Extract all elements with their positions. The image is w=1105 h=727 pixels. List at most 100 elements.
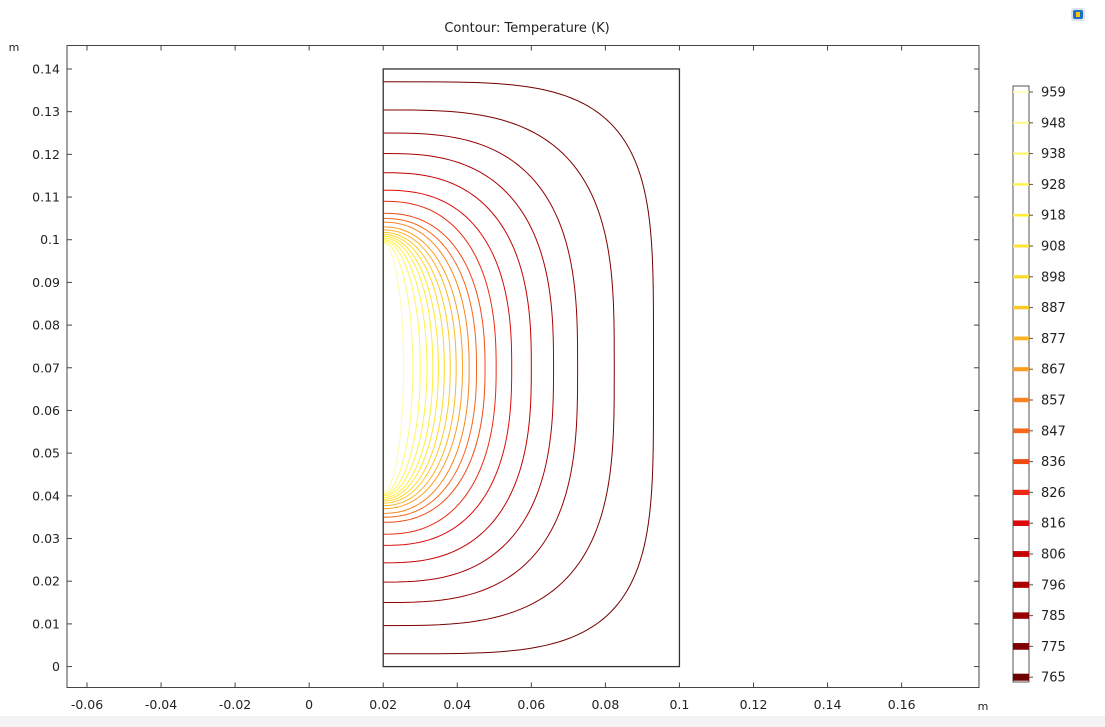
y-tick-label: 0.06: [32, 403, 60, 418]
legend-label: 775: [1041, 640, 1066, 655]
legend-swatch: [1013, 336, 1029, 341]
legend-swatch: [1013, 581, 1029, 588]
legend-swatch: [1013, 91, 1029, 93]
y-tick-label: 0.04: [32, 488, 60, 503]
legend-label: 877: [1041, 332, 1066, 347]
y-tick-label: 0.09: [32, 275, 60, 290]
y-tick-label: 0.07: [32, 360, 60, 375]
contour-line: [383, 81, 655, 655]
legend-label: 826: [1041, 486, 1066, 501]
legend-swatch: [1013, 612, 1029, 619]
contour-line: [383, 240, 421, 496]
x-tick-label: 0.1: [669, 697, 689, 712]
x-tick-label: 0.04: [443, 697, 471, 712]
contour-line: [383, 231, 451, 504]
legend-swatch: [1013, 428, 1029, 434]
x-tick-label: -0.06: [71, 697, 103, 712]
x-axis-unit: m: [978, 700, 989, 713]
legend-swatch: [1013, 551, 1029, 557]
contour-line: [383, 226, 463, 510]
legend-swatch: [1013, 121, 1029, 124]
x-tick-label: 0: [305, 697, 313, 712]
x-tick-label: 0.02: [369, 697, 397, 712]
contour-line: [383, 132, 579, 604]
legend-swatch: [1013, 367, 1029, 372]
y-tick-label: 0.08: [32, 318, 60, 333]
y-tick-label: 0: [52, 659, 60, 674]
legend-swatch: [1013, 520, 1029, 526]
y-axis: 0 0.01 0.02 0.03 0.04 0.05 0.06 0.07 0.08 0.09 0.1…: [32, 61, 979, 674]
legend-swatch: [1013, 213, 1029, 217]
app-logo-icon: [1071, 8, 1085, 21]
legend-swatch: [1013, 305, 1029, 310]
contour-line: [383, 234, 445, 502]
legend-label: 847: [1041, 424, 1066, 439]
x-tick-label: 0.06: [517, 697, 545, 712]
contour-line: [383, 189, 513, 546]
legend-label: 959: [1041, 86, 1066, 101]
x-tick-label: -0.02: [219, 697, 251, 712]
legend-box: [1012, 85, 1030, 683]
y-tick-label: 0.13: [32, 104, 60, 119]
y-tick-label: 0.05: [32, 446, 60, 461]
y-axis-unit: m: [9, 41, 20, 54]
legend-label: 836: [1041, 455, 1066, 470]
y-tick-label: 0.14: [32, 61, 60, 76]
legend-label: 806: [1041, 548, 1066, 563]
geometry-boundary: [382, 68, 681, 668]
x-tick-label: 0.12: [740, 697, 768, 712]
legend-label: 908: [1041, 240, 1066, 255]
legend-swatch: [1013, 152, 1029, 155]
y-tick-label: 0.03: [32, 531, 60, 546]
legend-swatch: [1013, 183, 1029, 186]
color-legend: 959 948 938 928 918 908 898 887 877 867 857 847 836 8…: [1012, 85, 1066, 686]
legend-label: 918: [1041, 209, 1066, 224]
contour-line: [383, 153, 555, 583]
contour-line: [383, 221, 470, 514]
legend-swatch: [1013, 244, 1029, 248]
x-tick-label: 0.16: [888, 697, 916, 712]
x-tick-label: -0.04: [145, 697, 177, 712]
y-tick-label: 0.02: [32, 574, 60, 589]
legend-swatch: [1013, 673, 1029, 681]
contour-line: [383, 243, 405, 493]
legend-swatch: [1013, 643, 1029, 650]
legend-label: 887: [1041, 301, 1066, 316]
chart-title: Contour: Temperature (K): [444, 21, 609, 36]
legend-label: 785: [1041, 609, 1066, 624]
contour-line: [383, 212, 486, 523]
x-tick-label: 0.08: [591, 697, 619, 712]
contour-line: [383, 237, 434, 499]
contour-line: [383, 235, 439, 500]
legend-label: 867: [1041, 363, 1066, 378]
legend-label: 938: [1041, 147, 1066, 162]
legend-label: 816: [1041, 517, 1066, 532]
contour-line: [383, 229, 457, 507]
y-tick-label: 0.01: [32, 616, 60, 631]
legend-label: 928: [1041, 178, 1066, 193]
contour-line: [383, 172, 532, 564]
x-tick-label: 0.14: [814, 697, 842, 712]
contour-line: [383, 200, 497, 535]
contour-lines: [383, 81, 655, 655]
y-tick-label: 0.1: [40, 232, 60, 247]
legend-swatch: [1013, 459, 1029, 465]
y-tick-label: 0.12: [32, 147, 60, 162]
y-tick-label: 0.11: [32, 190, 60, 205]
legend-swatch: [1013, 397, 1029, 403]
x-axis: -0.06 -0.04 -0.02 0 0.02 0.04 0.06 0.08 0.1 0.12 0…: [71, 45, 916, 712]
legend-label: 796: [1041, 578, 1066, 593]
contour-line: [383, 217, 478, 518]
legend-label: 898: [1041, 270, 1066, 285]
legend-label: 765: [1041, 671, 1066, 686]
legend-swatch: [1013, 489, 1029, 496]
bottom-strip: [0, 716, 1105, 727]
legend-swatch: [1013, 275, 1029, 279]
legend-label: 948: [1041, 116, 1066, 131]
legend-label: 857: [1041, 394, 1066, 409]
contour-line: [383, 109, 615, 627]
contour-line: [383, 239, 428, 497]
contour-line: [383, 241, 414, 494]
plot-frame: [66, 45, 980, 688]
